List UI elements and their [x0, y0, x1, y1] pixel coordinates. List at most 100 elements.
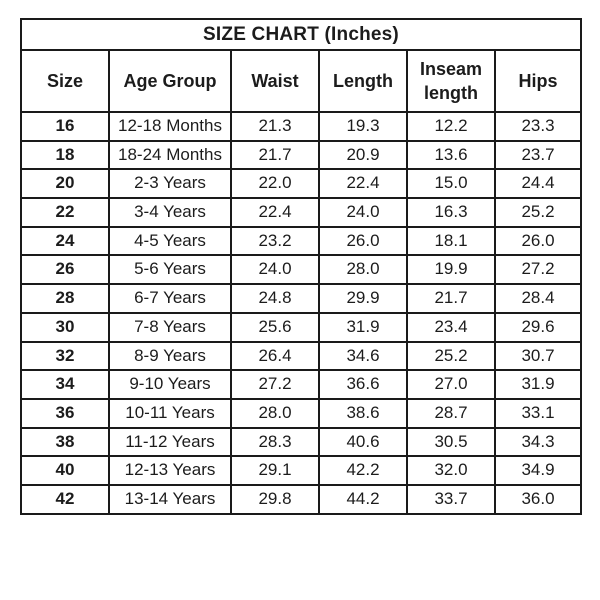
cell-hips: 33.1	[494, 397, 582, 429]
cell-hips: 23.3	[494, 111, 582, 142]
cell-size: 38	[20, 426, 110, 458]
cell-size: 32	[20, 340, 110, 372]
cell-age-group: 5-6 Years	[108, 254, 232, 286]
table-row: 42 13-14 Years 29.8 44.2 33.7 36.0	[20, 483, 582, 515]
cell-waist: 29.8	[230, 483, 320, 515]
cell-waist: 21.3	[230, 111, 320, 142]
cell-age-group: 8-9 Years	[108, 340, 232, 372]
table-row: 28 6-7 Years 24.8 29.9 21.7 28.4	[20, 283, 582, 314]
cell-waist: 27.2	[230, 369, 320, 400]
cell-size: 36	[20, 397, 110, 429]
cell-size: 16	[20, 111, 110, 142]
cell-inseam-length: 25.2	[406, 340, 496, 372]
cell-waist: 28.3	[230, 426, 320, 458]
column-header-age-group: Age Group	[108, 49, 232, 113]
table-title-row: SIZE CHART (Inches)	[20, 18, 582, 51]
table-row: 40 12-13 Years 29.1 42.2 32.0 34.9	[20, 455, 582, 486]
cell-age-group: 18-24 Months	[108, 139, 232, 171]
cell-length: 19.3	[318, 111, 408, 142]
cell-hips: 28.4	[494, 283, 582, 314]
cell-length: 28.0	[318, 254, 408, 286]
cell-hips: 30.7	[494, 340, 582, 372]
cell-age-group: 3-4 Years	[108, 197, 232, 228]
table-row: 36 10-11 Years 28.0 38.6 28.7 33.1	[20, 397, 582, 429]
cell-size: 18	[20, 139, 110, 171]
cell-waist: 24.8	[230, 283, 320, 314]
cell-waist: 24.0	[230, 254, 320, 286]
cell-inseam-length: 30.5	[406, 426, 496, 458]
table-row: 22 3-4 Years 22.4 24.0 16.3 25.2	[20, 197, 582, 228]
cell-hips: 23.7	[494, 139, 582, 171]
cell-length: 29.9	[318, 283, 408, 314]
cell-inseam-length: 27.0	[406, 369, 496, 400]
cell-length: 20.9	[318, 139, 408, 171]
cell-waist: 21.7	[230, 139, 320, 171]
cell-inseam-length: 21.7	[406, 283, 496, 314]
cell-length: 38.6	[318, 397, 408, 429]
cell-hips: 36.0	[494, 483, 582, 515]
cell-inseam-length: 18.1	[406, 225, 496, 257]
cell-inseam-length: 12.2	[406, 111, 496, 142]
table-row: 16 12-18 Months 21.3 19.3 12.2 23.3	[20, 111, 582, 142]
table-row: 24 4-5 Years 23.2 26.0 18.1 26.0	[20, 225, 582, 257]
table-title: SIZE CHART (Inches)	[20, 18, 582, 51]
size-chart-table: SIZE CHART (Inches) Size Age Group Waist…	[20, 18, 582, 515]
cell-length: 44.2	[318, 483, 408, 515]
cell-hips: 31.9	[494, 369, 582, 400]
cell-hips: 26.0	[494, 225, 582, 257]
cell-size: 40	[20, 455, 110, 486]
cell-length: 36.6	[318, 369, 408, 400]
cell-size: 24	[20, 225, 110, 257]
table-row: 26 5-6 Years 24.0 28.0 19.9 27.2	[20, 254, 582, 286]
cell-size: 22	[20, 197, 110, 228]
cell-inseam-length: 19.9	[406, 254, 496, 286]
cell-inseam-length: 16.3	[406, 197, 496, 228]
cell-hips: 34.3	[494, 426, 582, 458]
cell-age-group: 13-14 Years	[108, 483, 232, 515]
cell-size: 42	[20, 483, 110, 515]
cell-length: 40.6	[318, 426, 408, 458]
column-header-inseam-length: Inseam length	[406, 49, 496, 113]
cell-length: 26.0	[318, 225, 408, 257]
cell-size: 26	[20, 254, 110, 286]
cell-size: 28	[20, 283, 110, 314]
cell-size: 20	[20, 168, 110, 200]
cell-length: 34.6	[318, 340, 408, 372]
cell-waist: 26.4	[230, 340, 320, 372]
table-row: 34 9-10 Years 27.2 36.6 27.0 31.9	[20, 369, 582, 400]
cell-inseam-length: 15.0	[406, 168, 496, 200]
table-row: 38 11-12 Years 28.3 40.6 30.5 34.3	[20, 426, 582, 458]
table-row: 32 8-9 Years 26.4 34.6 25.2 30.7	[20, 340, 582, 372]
cell-inseam-length: 13.6	[406, 139, 496, 171]
cell-length: 24.0	[318, 197, 408, 228]
cell-inseam-length: 33.7	[406, 483, 496, 515]
table-row: 20 2-3 Years 22.0 22.4 15.0 24.4	[20, 168, 582, 200]
cell-age-group: 9-10 Years	[108, 369, 232, 400]
table-row: 30 7-8 Years 25.6 31.9 23.4 29.6	[20, 311, 582, 343]
cell-age-group: 12-13 Years	[108, 455, 232, 486]
cell-inseam-length: 28.7	[406, 397, 496, 429]
cell-length: 22.4	[318, 168, 408, 200]
table-header-row: Size Age Group Waist Length Inseam lengt…	[20, 49, 582, 113]
cell-waist: 22.4	[230, 197, 320, 228]
cell-waist: 22.0	[230, 168, 320, 200]
cell-age-group: 6-7 Years	[108, 283, 232, 314]
cell-hips: 25.2	[494, 197, 582, 228]
table-body: 16 12-18 Months 21.3 19.3 12.2 23.3 18 18-24 Mo…	[20, 111, 582, 515]
cell-hips: 34.9	[494, 455, 582, 486]
cell-size: 34	[20, 369, 110, 400]
cell-hips: 29.6	[494, 311, 582, 343]
cell-age-group: 12-18 Months	[108, 111, 232, 142]
cell-inseam-length: 23.4	[406, 311, 496, 343]
table-row: 18 18-24 Months 21.7 20.9 13.6 23.7	[20, 139, 582, 171]
column-header-hips: Hips	[494, 49, 582, 113]
cell-age-group: 2-3 Years	[108, 168, 232, 200]
cell-waist: 28.0	[230, 397, 320, 429]
cell-age-group: 10-11 Years	[108, 397, 232, 429]
cell-length: 31.9	[318, 311, 408, 343]
cell-size: 30	[20, 311, 110, 343]
cell-age-group: 11-12 Years	[108, 426, 232, 458]
cell-waist: 25.6	[230, 311, 320, 343]
cell-length: 42.2	[318, 455, 408, 486]
cell-age-group: 4-5 Years	[108, 225, 232, 257]
